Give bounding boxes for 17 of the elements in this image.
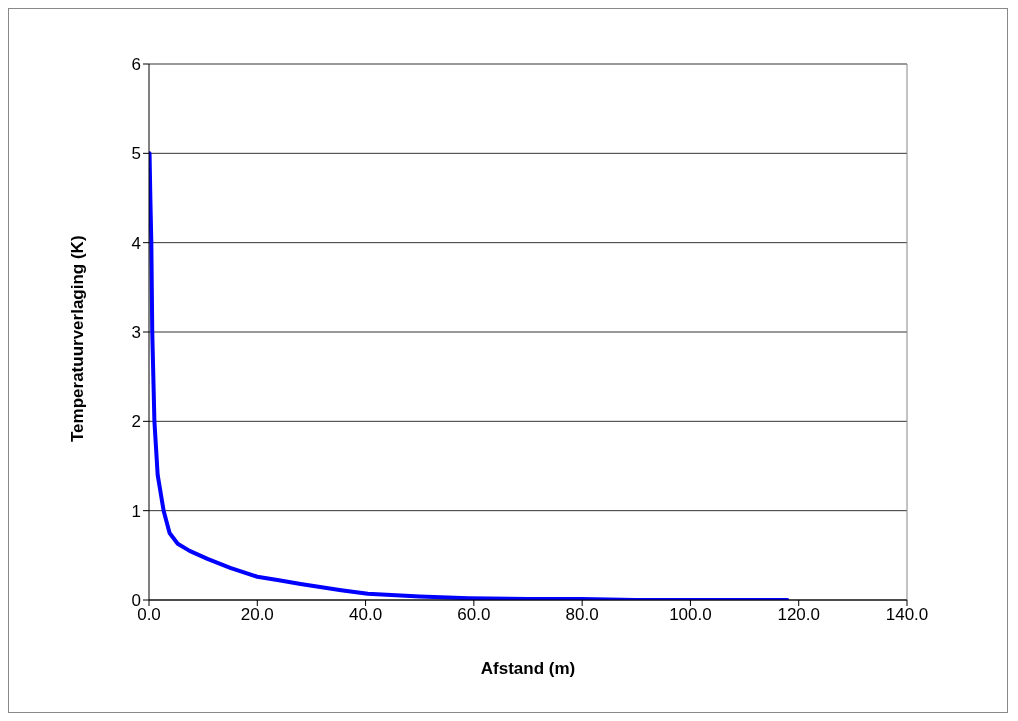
x-tick-label: 140.0 — [885, 605, 929, 625]
x-tick-label: 60.0 — [457, 605, 491, 625]
y-tick-label: 2 — [131, 412, 141, 432]
line-series — [149, 151, 790, 600]
x-tick-label: 40.0 — [349, 605, 383, 625]
y-tick-label: 4 — [131, 233, 141, 253]
x-tick-label: 120.0 — [777, 605, 820, 625]
y-tick-label: 1 — [131, 501, 141, 521]
x-axis-title: Afstand (m) — [480, 659, 576, 678]
x-tick-label: 20.0 — [240, 605, 274, 625]
x-tick-label: 100.0 — [669, 605, 712, 625]
x-tick-label: 0.0 — [137, 605, 161, 625]
y-tick-label: 6 — [131, 55, 141, 75]
y-tick-label: 5 — [131, 144, 141, 164]
y-tick-label: 3 — [131, 323, 141, 343]
x-tick-label: 80.0 — [565, 605, 599, 625]
y-axis-title: Temperatuurverlaging (K) — [68, 235, 88, 442]
